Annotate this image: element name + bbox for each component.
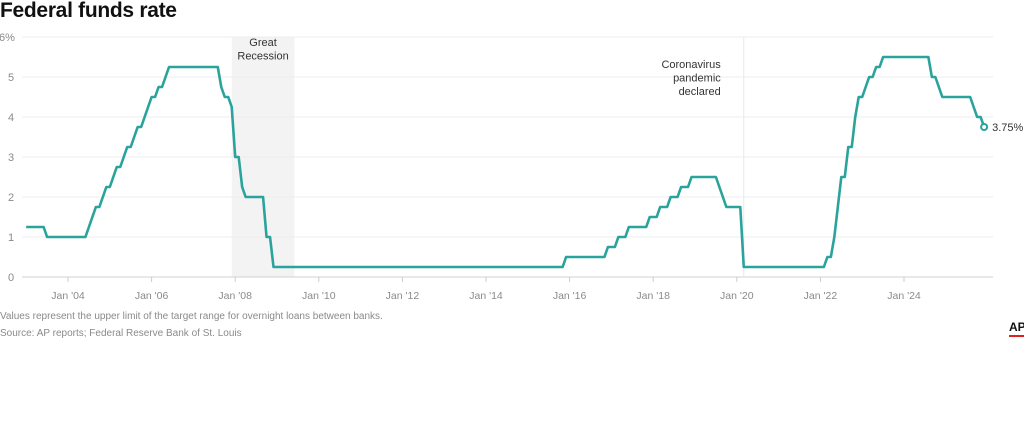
x-tick-label: Jan '24 — [887, 290, 921, 302]
y-tick-label: 0 — [8, 272, 14, 284]
annotation-recession: Recession — [237, 51, 288, 63]
x-tick-label: Jan '12 — [386, 290, 420, 302]
y-tick-label: 1 — [8, 232, 14, 244]
ap-logo-underline — [1009, 335, 1024, 337]
x-tick-label: Jan '06 — [135, 290, 169, 302]
x-tick-label: Jan '20 — [720, 290, 754, 302]
source-note: Source: AP reports; Federal Reserve Bank… — [0, 328, 242, 339]
chart-title: Federal funds rate — [0, 0, 177, 22]
annotation-pandemic: pandemic — [673, 73, 721, 85]
annotation-pandemic: Coronavirus — [661, 59, 721, 71]
y-tick-label: 6% — [0, 32, 15, 44]
annotation-recession: Great — [249, 37, 277, 49]
x-tick-label: Jan '10 — [302, 290, 336, 302]
x-tick-label: Jan '16 — [553, 290, 587, 302]
x-tick-label: Jan '08 — [218, 290, 252, 302]
x-tick-label: Jan '18 — [636, 290, 670, 302]
line-chart: 0 1 2 3 4 5 6% Great Recession Coronavirus pandemi… — [0, 32, 1024, 302]
x-tick-label: Jan '04 — [51, 290, 85, 302]
rate-line — [26, 55, 986, 269]
y-tick-label: 5 — [8, 72, 14, 84]
y-tick-label: 3 — [8, 152, 14, 164]
ap-logo: AP — [1009, 320, 1024, 334]
annotation-pandemic: declared — [679, 86, 721, 98]
x-tick-label: Jan '22 — [804, 290, 838, 302]
end-point-marker — [980, 123, 989, 131]
y-tick-label: 2 — [8, 192, 14, 204]
x-tick-label: Jan '14 — [469, 290, 503, 302]
y-tick-label: 4 — [8, 112, 14, 124]
footnote: Values represent the upper limit of the … — [0, 311, 383, 322]
end-value-label: 3.75% — [992, 122, 1023, 134]
